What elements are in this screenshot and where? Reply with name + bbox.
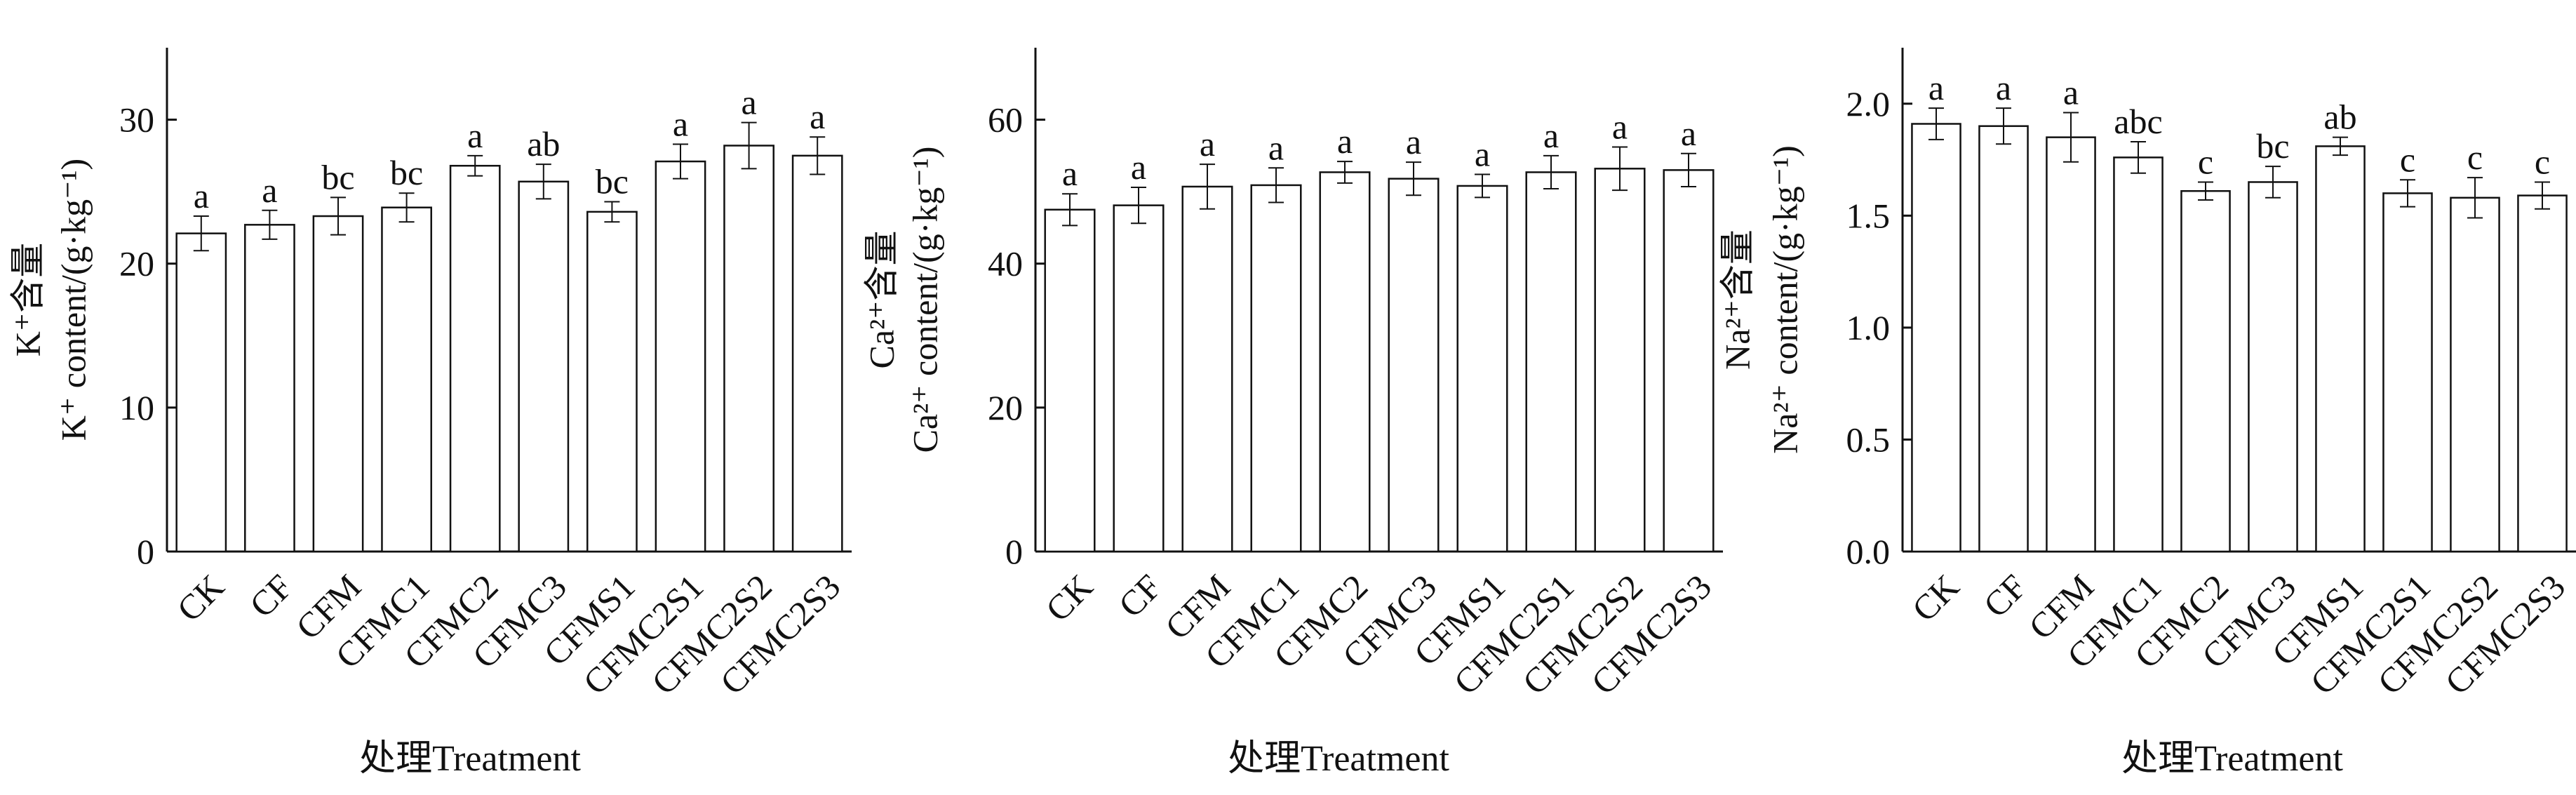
y-tick-label: 40 [988, 244, 1023, 283]
significance-letter: a [673, 104, 688, 143]
significance-letter: a [194, 176, 209, 215]
bar [655, 160, 706, 553]
significance-letter: a [1681, 114, 1696, 153]
y-tick-label: 0 [1005, 532, 1023, 571]
bar [312, 215, 364, 553]
significance-letter: ab [2323, 98, 2356, 137]
significance-letter: a [1062, 154, 1078, 193]
y-axis-label-line1: K⁺含量 [8, 243, 47, 357]
bar [791, 154, 843, 553]
x-tick-label: CK [1905, 567, 1967, 629]
significance-letter: a [1337, 121, 1353, 161]
significance-letter: bc [2256, 126, 2289, 166]
significance-letter: c [2400, 140, 2415, 179]
bar [2450, 196, 2500, 553]
bar [175, 232, 227, 553]
bar [1250, 184, 1302, 553]
y-tick-label: 1.0 [1846, 308, 1891, 347]
y-axis-label-line1: Ca²⁺含量 [861, 231, 901, 369]
y-tick-label: 60 [988, 100, 1023, 140]
bar [723, 145, 774, 553]
bar [1456, 185, 1508, 553]
y-tick-label: 0 [137, 532, 154, 571]
bar [2180, 189, 2231, 553]
x-tick-label: CK [169, 567, 232, 629]
bar [2382, 192, 2433, 553]
significance-letter: a [1406, 122, 1421, 161]
significance-letter: a [741, 83, 756, 122]
significance-letter: a [1268, 128, 1284, 167]
y-tick-label: 1.5 [1846, 196, 1891, 235]
significance-letter: a [1475, 135, 1490, 174]
y-tick-label: 20 [119, 244, 154, 283]
y-tick-label: 30 [119, 100, 154, 140]
significance-letter: bc [390, 153, 423, 192]
significance-letter: ab [527, 124, 560, 163]
significance-letter: c [2467, 138, 2483, 177]
bar [1181, 185, 1233, 553]
bar [1594, 168, 1646, 553]
bar [244, 224, 295, 553]
y-tick-label: 0.0 [1846, 532, 1891, 571]
chart-panel-2: 0204060aCKaCFaCFMaCFMC1aCFMC2aCFMC3aCFMS… [861, 48, 1723, 779]
chart-panel-3: 0.00.51.01.52.0 aCKaCFaCFMabcCFMC1cCFMC2b… [1717, 48, 2576, 779]
x-axis-label: 处理Treatment [2121, 739, 2343, 779]
x-tick-label: CK [1038, 567, 1101, 629]
significance-letter: bc [321, 157, 354, 196]
bar [518, 180, 570, 553]
x-axis-label: 处理Treatment [359, 739, 581, 779]
bar [1663, 169, 1715, 553]
y-tick-label: 10 [119, 388, 154, 427]
significance-letter: a [262, 171, 277, 210]
y-tick-label: 20 [988, 388, 1023, 427]
bar [1388, 178, 1440, 553]
chart-panel-1: 0102030aCKaCFbcCFMbcCFMC1aCFMC2abCFMC3bc… [8, 48, 852, 779]
bar [1911, 123, 1961, 553]
y-axis-label-line2: K⁺ content/(g·kg⁻¹) [53, 159, 93, 441]
significance-letter: a [1996, 68, 2011, 107]
significance-letter: c [2198, 142, 2213, 181]
bar [1044, 208, 1096, 553]
significance-letter: a [2063, 73, 2079, 112]
bar [449, 164, 501, 553]
y-axis-label-line2: Na²⁺ content/(g·kg⁻¹) [1765, 145, 1804, 454]
significance-letter: a [1131, 147, 1146, 187]
bar [2248, 181, 2298, 553]
bar [2315, 145, 2366, 553]
significance-letter: a [1612, 107, 1628, 147]
bar [2517, 194, 2568, 553]
bar [586, 211, 638, 553]
significance-letter: a [810, 97, 825, 136]
bar [2113, 156, 2164, 553]
significance-letter: a [467, 116, 483, 155]
y-tick-label: 0.5 [1846, 420, 1891, 459]
bar [1525, 171, 1577, 553]
bar [1319, 171, 1371, 553]
y-axis-label-line1: Na²⁺含量 [1717, 229, 1757, 370]
bar [1113, 204, 1165, 553]
significance-letter: a [1928, 68, 1944, 107]
bar [2046, 136, 2096, 553]
significance-letter: a [1543, 116, 1559, 155]
bar [1978, 125, 2029, 553]
significance-letter: c [2535, 142, 2550, 181]
y-tick-label: 2.0 [1846, 84, 1891, 123]
significance-letter: a [1200, 124, 1215, 163]
y-axis-label-line2: Ca²⁺ content/(g·kg⁻¹) [905, 147, 944, 453]
significance-letter: bc [596, 162, 629, 201]
x-axis-label: 处理Treatment [1228, 739, 1449, 779]
bar [381, 206, 432, 553]
significance-letter: abc [2114, 102, 2162, 141]
